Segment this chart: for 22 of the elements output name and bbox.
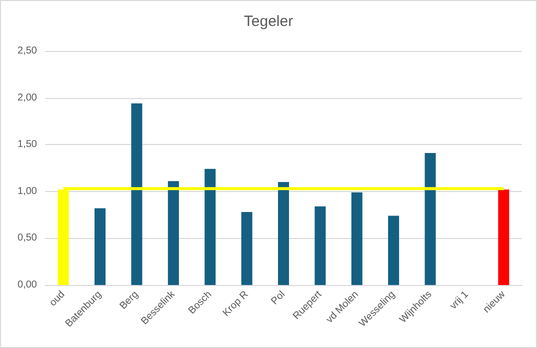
bar (388, 216, 400, 285)
bar (278, 182, 290, 285)
x-tick-label: oud (48, 289, 68, 309)
bar (131, 103, 142, 285)
y-tick-label: 2,50 (18, 46, 38, 56)
y-tick-label: 2,00 (18, 92, 38, 104)
x-tick-label: Krop R (220, 289, 251, 319)
bar (351, 192, 362, 285)
y-tick-label: 0,50 (18, 232, 38, 244)
bar (204, 168, 216, 285)
bar (168, 181, 179, 285)
bar (424, 153, 436, 285)
bar (314, 206, 326, 285)
bar (94, 208, 106, 285)
chart-title: Tegeler (244, 13, 294, 30)
x-tick-label: Pol (269, 289, 288, 308)
y-tick-label: 0,00 (18, 280, 38, 290)
y-tick-label: 1,00 (18, 186, 38, 197)
bar (241, 212, 252, 285)
y-tick-label: 1,50 (18, 139, 38, 150)
bar (498, 190, 510, 285)
x-tick-label: vrij 1 (448, 288, 472, 312)
